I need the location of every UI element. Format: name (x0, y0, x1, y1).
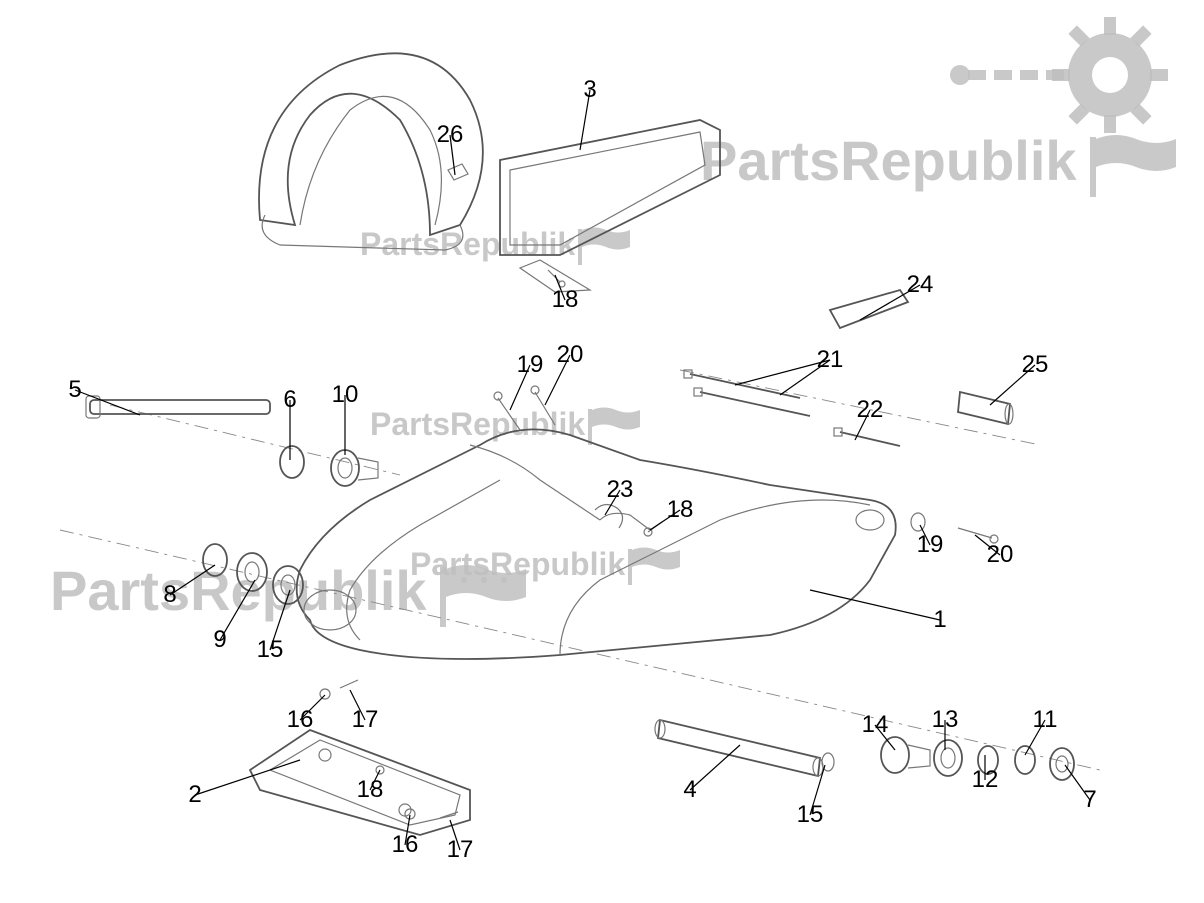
leader-line (195, 760, 300, 795)
part-clip-26 (448, 164, 468, 180)
leader-line (75, 390, 140, 415)
callout-19: 19 (517, 351, 544, 379)
callout-10: 10 (332, 381, 359, 409)
part-right-bushes (822, 737, 1074, 780)
callout-25: 25 (1022, 351, 1049, 379)
callout-20: 20 (557, 341, 584, 369)
part-ring-6 (280, 446, 304, 478)
part-bolts-21 (684, 370, 810, 416)
callout-13: 13 (932, 706, 959, 734)
callout-18: 18 (552, 286, 579, 314)
part-mudguard (259, 53, 483, 250)
watermark-text: PartsRepublik (360, 226, 575, 262)
callout-16-dup: 16 (392, 831, 419, 859)
callout-15: 15 (257, 636, 284, 664)
leader-line (810, 590, 940, 620)
part-slider-24 (830, 290, 908, 328)
watermark-text: PartsRepublik (370, 406, 585, 442)
callout-17: 17 (352, 706, 379, 734)
part-spacer-25 (958, 392, 1013, 424)
callout-15-dup: 15 (797, 801, 824, 829)
watermark-text: PartsRepublik (410, 546, 625, 582)
watermark-group: PartsRepublik PartsRepublik (50, 17, 1176, 627)
part-bolt-22 (834, 428, 900, 446)
callout-17-dup: 17 (447, 836, 474, 864)
callout-8: 8 (163, 581, 176, 609)
part-swingarm (297, 429, 896, 659)
callout-21: 21 (817, 346, 844, 374)
callout-24: 24 (907, 271, 934, 299)
watermark-text: PartsRepublik (700, 129, 1077, 192)
callout-12: 12 (972, 766, 999, 794)
callout-11: 11 (1033, 706, 1058, 734)
callout-23: 23 (607, 476, 634, 504)
callout-1: 1 (933, 606, 946, 634)
callout-20-dup: 20 (987, 541, 1014, 569)
part-screws-18 (376, 270, 662, 774)
part-chain-guard-upper (500, 120, 720, 292)
callout-5: 5 (68, 376, 81, 404)
diagram-svg: PartsRepublik PartsRepublik (0, 0, 1204, 903)
callout-14: 14 (862, 711, 889, 739)
part-tube-4 (655, 720, 823, 776)
callout-18-dup: 18 (667, 496, 694, 524)
callout-7: 7 (1083, 786, 1096, 814)
leader-lines (75, 90, 1090, 850)
callout-19-dup: 19 (917, 531, 944, 559)
diagram-canvas: PartsRepublik PartsRepublik (0, 0, 1204, 903)
callout-18-dup: 18 (357, 776, 384, 804)
callout-26: 26 (437, 121, 464, 149)
callout-3: 3 (583, 76, 596, 104)
callout-6: 6 (283, 386, 296, 414)
callout-4: 4 (683, 776, 696, 804)
watermark-text: PartsRepublik (50, 559, 427, 622)
callout-2: 2 (188, 781, 201, 809)
callout-9: 9 (213, 626, 226, 654)
callout-22: 22 (857, 396, 884, 424)
part-pin-5 (86, 396, 270, 418)
callout-16: 16 (287, 706, 314, 734)
